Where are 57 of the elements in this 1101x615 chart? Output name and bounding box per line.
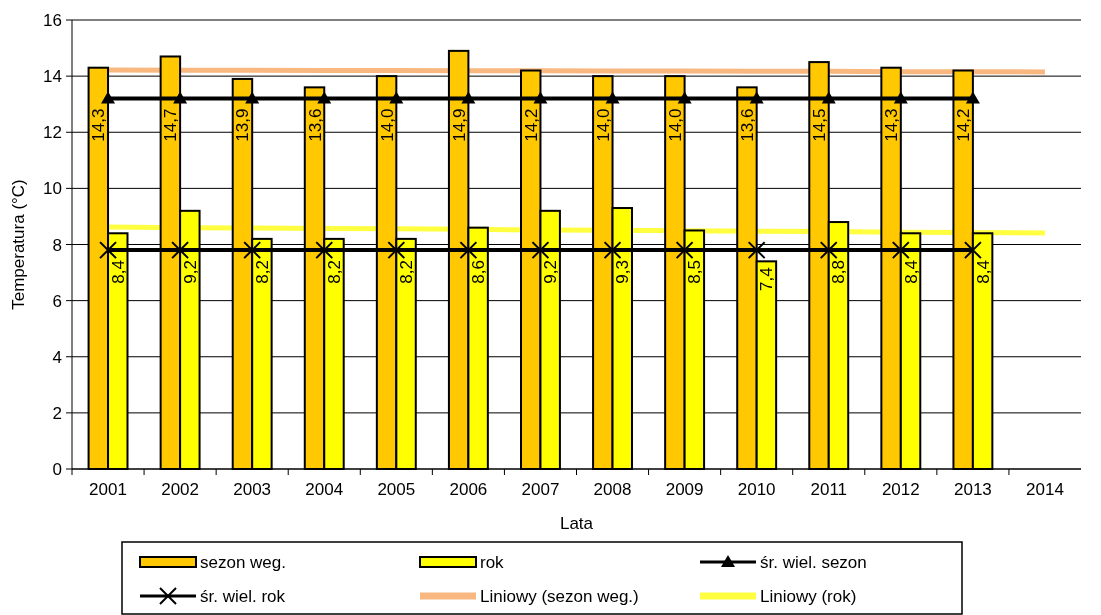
- y-tick-label: 2: [52, 403, 62, 423]
- x-tick-label: 2013: [953, 480, 992, 499]
- x-tick-label: 2014: [1026, 480, 1064, 499]
- data-label: 8,2: [252, 260, 272, 284]
- data-label: 8,4: [973, 260, 993, 284]
- data-label: 14,2: [521, 108, 541, 142]
- data-label: 13,6: [737, 108, 757, 142]
- x-tick-label: 2012: [881, 480, 920, 499]
- x-tick-label: 2001: [89, 480, 127, 499]
- legend-label: śr. wiel. rok: [200, 587, 286, 606]
- x-tick-label: 2004: [305, 480, 344, 499]
- data-label: 8,6: [469, 260, 489, 284]
- x-tick-label: 2008: [593, 480, 632, 499]
- y-tick-label: 14: [43, 67, 62, 87]
- y-tick-label: 12: [43, 123, 62, 143]
- data-label: 8,2: [324, 260, 344, 284]
- data-label: 13,9: [233, 108, 253, 142]
- legend-label: Liniowy (rok): [760, 587, 857, 606]
- legend-label: Liniowy (sezon weg.): [480, 587, 639, 606]
- data-label: 7,4: [757, 267, 777, 291]
- data-label: 14,0: [665, 108, 685, 142]
- y-tick-label: 10: [43, 179, 62, 199]
- x-tick-label: 2005: [377, 480, 416, 499]
- x-tick-label: 2009: [665, 480, 704, 499]
- data-label: 9,3: [613, 260, 633, 284]
- data-label: 14,2: [954, 108, 974, 142]
- data-label: 9,2: [541, 260, 561, 284]
- x-tick-label: 2006: [449, 480, 488, 499]
- x-tick-label: 2002: [161, 480, 200, 499]
- data-label: 8,4: [901, 260, 921, 284]
- x-tick-label: 2003: [233, 480, 272, 499]
- data-label: 8,8: [829, 260, 849, 284]
- data-label: 8,2: [397, 260, 417, 284]
- data-label: 14,7: [161, 108, 181, 142]
- x-tick-label: 2011: [810, 480, 848, 499]
- x-tick-label: 2010: [737, 480, 776, 499]
- data-label: 14,5: [810, 108, 830, 142]
- data-label: 14,3: [882, 108, 902, 142]
- legend-label: śr. wiel. sezon: [760, 553, 867, 572]
- x-axis-title: Lata: [559, 514, 594, 533]
- data-label: 14,3: [89, 108, 109, 142]
- y-tick-label: 6: [52, 291, 62, 311]
- y-axis-title: Temperatura (°C): [9, 179, 28, 310]
- data-label: 14,9: [449, 108, 469, 142]
- y-tick-label: 8: [52, 235, 62, 255]
- y-tick-label: 4: [52, 347, 62, 367]
- data-label: 9,2: [180, 260, 200, 284]
- legend-label: rok: [480, 553, 505, 572]
- data-label: 13,6: [305, 108, 325, 142]
- x-tick-label: 2007: [521, 480, 560, 499]
- y-tick-label: 16: [43, 11, 62, 30]
- data-label: 14,0: [377, 108, 397, 142]
- y-tick-label: 0: [52, 460, 62, 479]
- data-label: 8,5: [685, 260, 705, 284]
- legend-label: sezon weg.: [200, 553, 286, 572]
- data-label: 14,0: [593, 108, 613, 142]
- data-label: 8,4: [108, 260, 128, 284]
